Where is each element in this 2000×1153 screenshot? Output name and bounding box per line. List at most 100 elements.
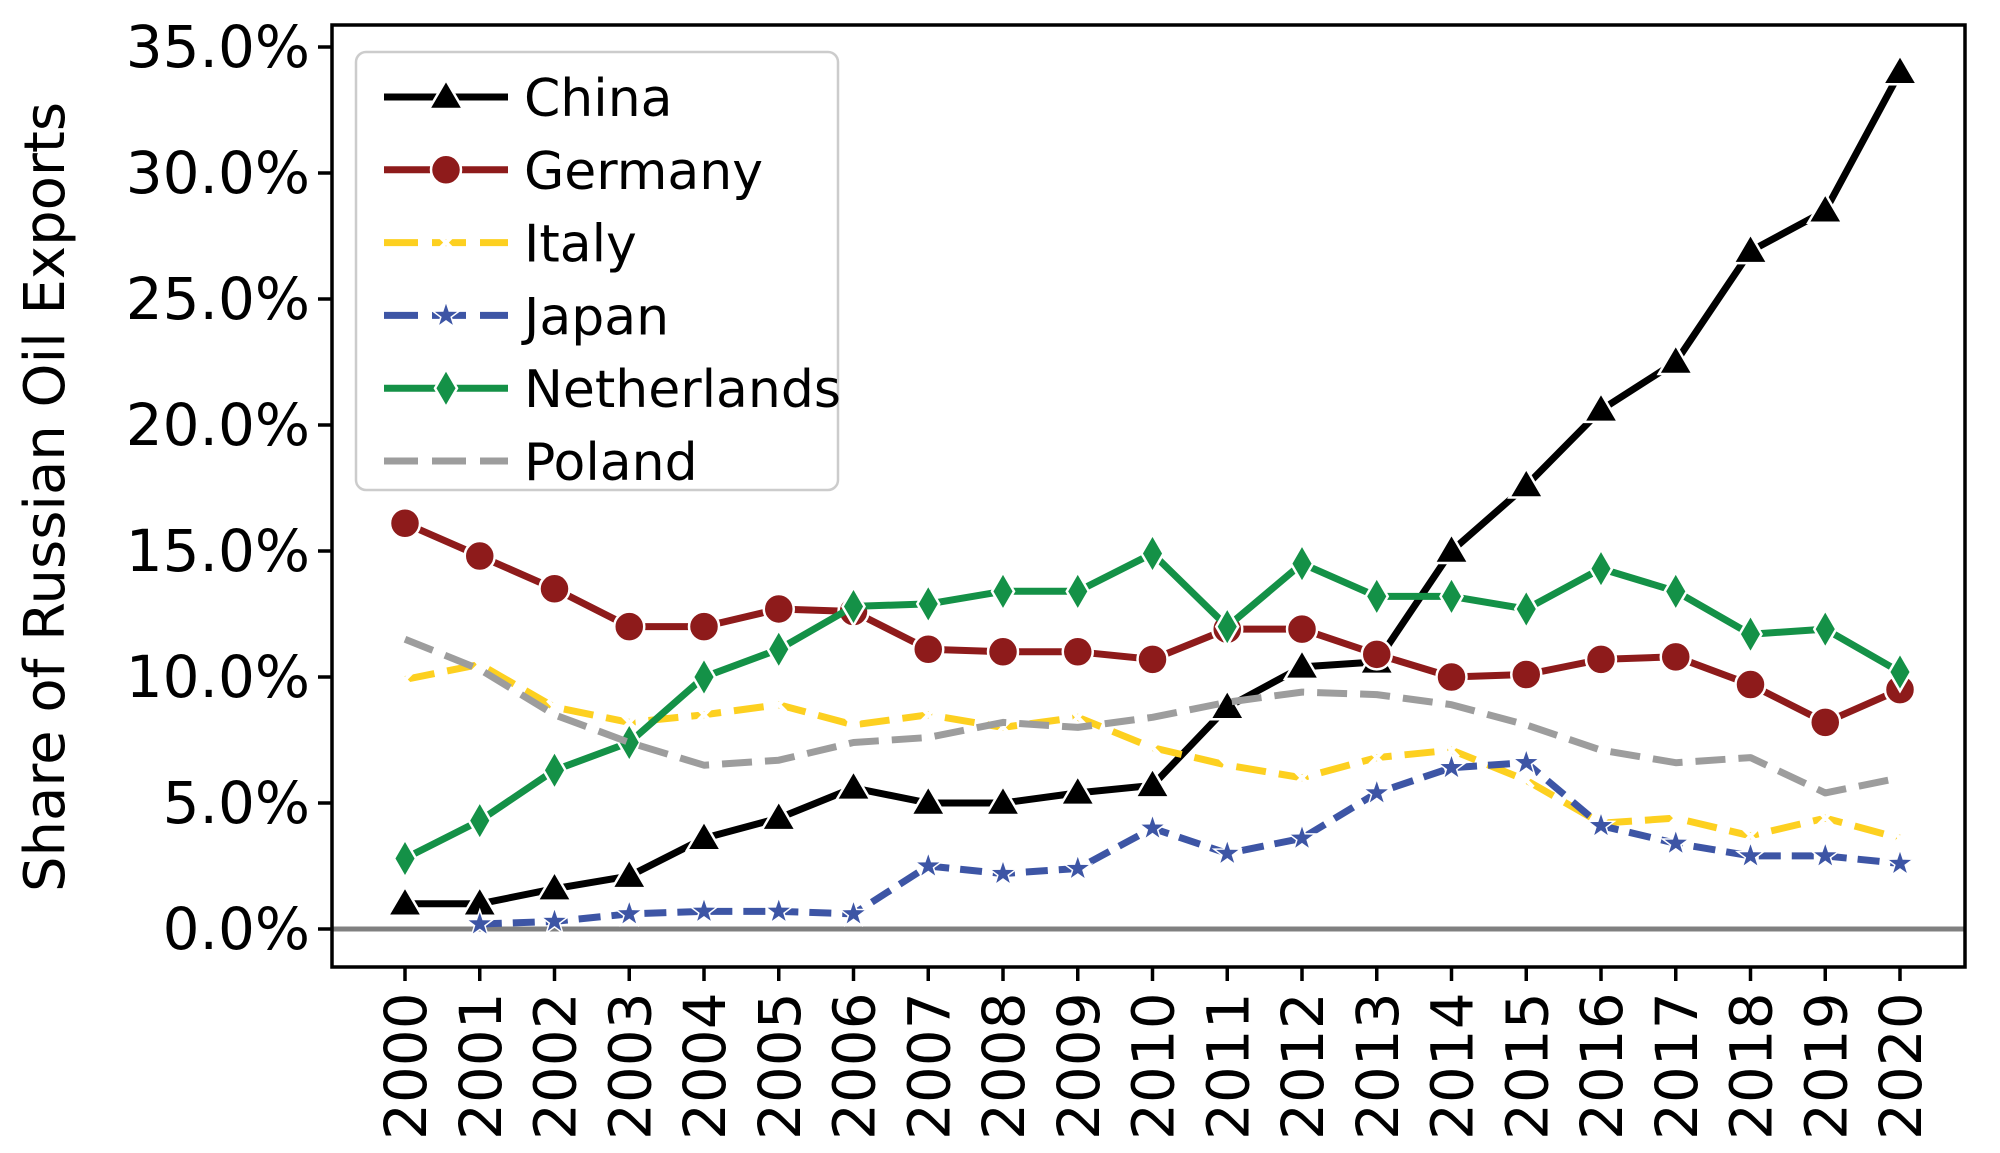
x-tick-label: 2012	[1269, 992, 1337, 1140]
germany-marker	[1659, 640, 1692, 674]
china-marker	[834, 768, 873, 802]
germany-marker	[388, 507, 422, 540]
series-poland	[403, 635, 1901, 797]
italy-marker	[1368, 749, 1386, 767]
x-tick-label: 2004	[671, 992, 739, 1140]
netherlands-marker	[392, 836, 418, 880]
italy-marker	[1816, 809, 1834, 827]
germany-marker	[986, 635, 1020, 669]
y-axis-title: Share of Russian Oil Exports	[13, 102, 78, 892]
plot-border	[330, 23, 1967, 969]
italy-marker	[1443, 741, 1460, 759]
germany-marker	[1360, 638, 1393, 671]
legend-item-japan: Japan	[384, 287, 669, 347]
china-marker	[759, 798, 798, 832]
axes: 0.0% 5.0% 10.0% 15.0% 20.0% 25.0% 30.0% 35.0% 20…	[126, 13, 1967, 1140]
netherlands-marker	[1214, 605, 1240, 649]
germany-marker	[687, 610, 721, 643]
netherlands-marker	[1364, 574, 1390, 618]
x-tick-label: 2003	[596, 992, 664, 1140]
germany-marker	[1061, 635, 1094, 669]
legend-marker-star	[430, 299, 462, 329]
netherlands-marker	[542, 748, 567, 792]
italy-marker	[1144, 739, 1161, 756]
netherlands-marker	[467, 799, 493, 843]
x-tick-label: 2002	[522, 992, 590, 1140]
germany-marker	[463, 539, 496, 573]
legend-marker-triangle	[426, 77, 466, 111]
italy-marker	[1069, 708, 1087, 726]
japan-marker	[464, 907, 496, 938]
japan-marker	[1211, 837, 1243, 867]
x-tick-label: 2008	[970, 992, 1038, 1140]
series-japan	[464, 746, 1916, 938]
legend-marker-circle	[429, 153, 463, 187]
germany-marker	[1510, 658, 1543, 691]
x-tick-label: 2011	[1194, 992, 1262, 1140]
italy-marker	[396, 671, 414, 688]
italy-marker	[1293, 769, 1311, 787]
netherlands-marker	[1812, 607, 1838, 651]
japan-marker	[1884, 847, 1916, 877]
germany-marker	[1584, 643, 1618, 676]
legend-label: Netherlands	[524, 360, 841, 420]
x-tick-label: 2001	[447, 992, 515, 1140]
x-tick-label: 2013	[1344, 992, 1412, 1140]
netherlands-marker	[1140, 532, 1165, 576]
italy-marker	[994, 718, 1012, 736]
series-china	[385, 52, 1920, 918]
japan-marker	[1361, 776, 1393, 807]
italy-marker	[1742, 827, 1759, 845]
germany-marker	[613, 610, 646, 643]
italy-marker	[471, 655, 489, 673]
x-tick-label: 2018	[1718, 992, 1786, 1140]
legend-item-germany: Germany	[384, 142, 763, 202]
china-marker	[684, 818, 724, 852]
data-series	[385, 52, 1920, 938]
x-tick-label: 2015	[1493, 992, 1561, 1140]
germany-marker	[1136, 643, 1169, 676]
y-tick-label: 0.0%	[163, 895, 310, 963]
germany-marker	[1285, 612, 1319, 646]
legend-marker-x-white	[437, 234, 455, 252]
china-marker	[1282, 647, 1322, 681]
y-tick-label: 35.0%	[126, 13, 310, 81]
series-netherlands	[392, 532, 1913, 880]
netherlands-marker	[1289, 542, 1315, 586]
japan-marker	[1435, 751, 1468, 781]
x-tick-label: 2005	[746, 992, 814, 1140]
legend-item-china: China	[384, 69, 673, 129]
japan-marker	[1136, 811, 1169, 842]
china-marker	[1880, 52, 1920, 86]
japan-marker	[1585, 809, 1617, 839]
china-marker	[1731, 231, 1770, 265]
germany-marker	[762, 592, 795, 626]
italy-marker	[845, 716, 862, 734]
germany-marker	[1435, 660, 1468, 694]
china-marker	[1581, 390, 1621, 424]
netherlands-marker	[1738, 612, 1763, 656]
china-marker	[610, 856, 649, 890]
japan-marker	[1809, 839, 1841, 870]
x-tick-label: 2000	[372, 992, 440, 1140]
japan-marker	[1510, 746, 1542, 776]
legend-label: Germany	[524, 142, 763, 202]
x-tick-label: 2009	[1045, 992, 1113, 1140]
china-marker	[1806, 191, 1845, 225]
series-germany	[388, 507, 1917, 739]
italy-marker	[1517, 771, 1535, 789]
japan-marker	[912, 849, 944, 880]
legend-item-italy: Italy	[384, 215, 637, 275]
italy-marker	[1891, 829, 1909, 847]
germany-marker	[538, 572, 571, 606]
italy-marker	[770, 696, 788, 714]
italy-marker	[1667, 809, 1685, 827]
china-marker	[909, 783, 948, 817]
legend-label: Italy	[524, 215, 637, 275]
netherlands-marker	[990, 569, 1016, 613]
x-tick-label: 2010	[1120, 992, 1188, 1140]
germany-marker	[1734, 668, 1767, 701]
netherlands-marker	[1513, 587, 1539, 631]
